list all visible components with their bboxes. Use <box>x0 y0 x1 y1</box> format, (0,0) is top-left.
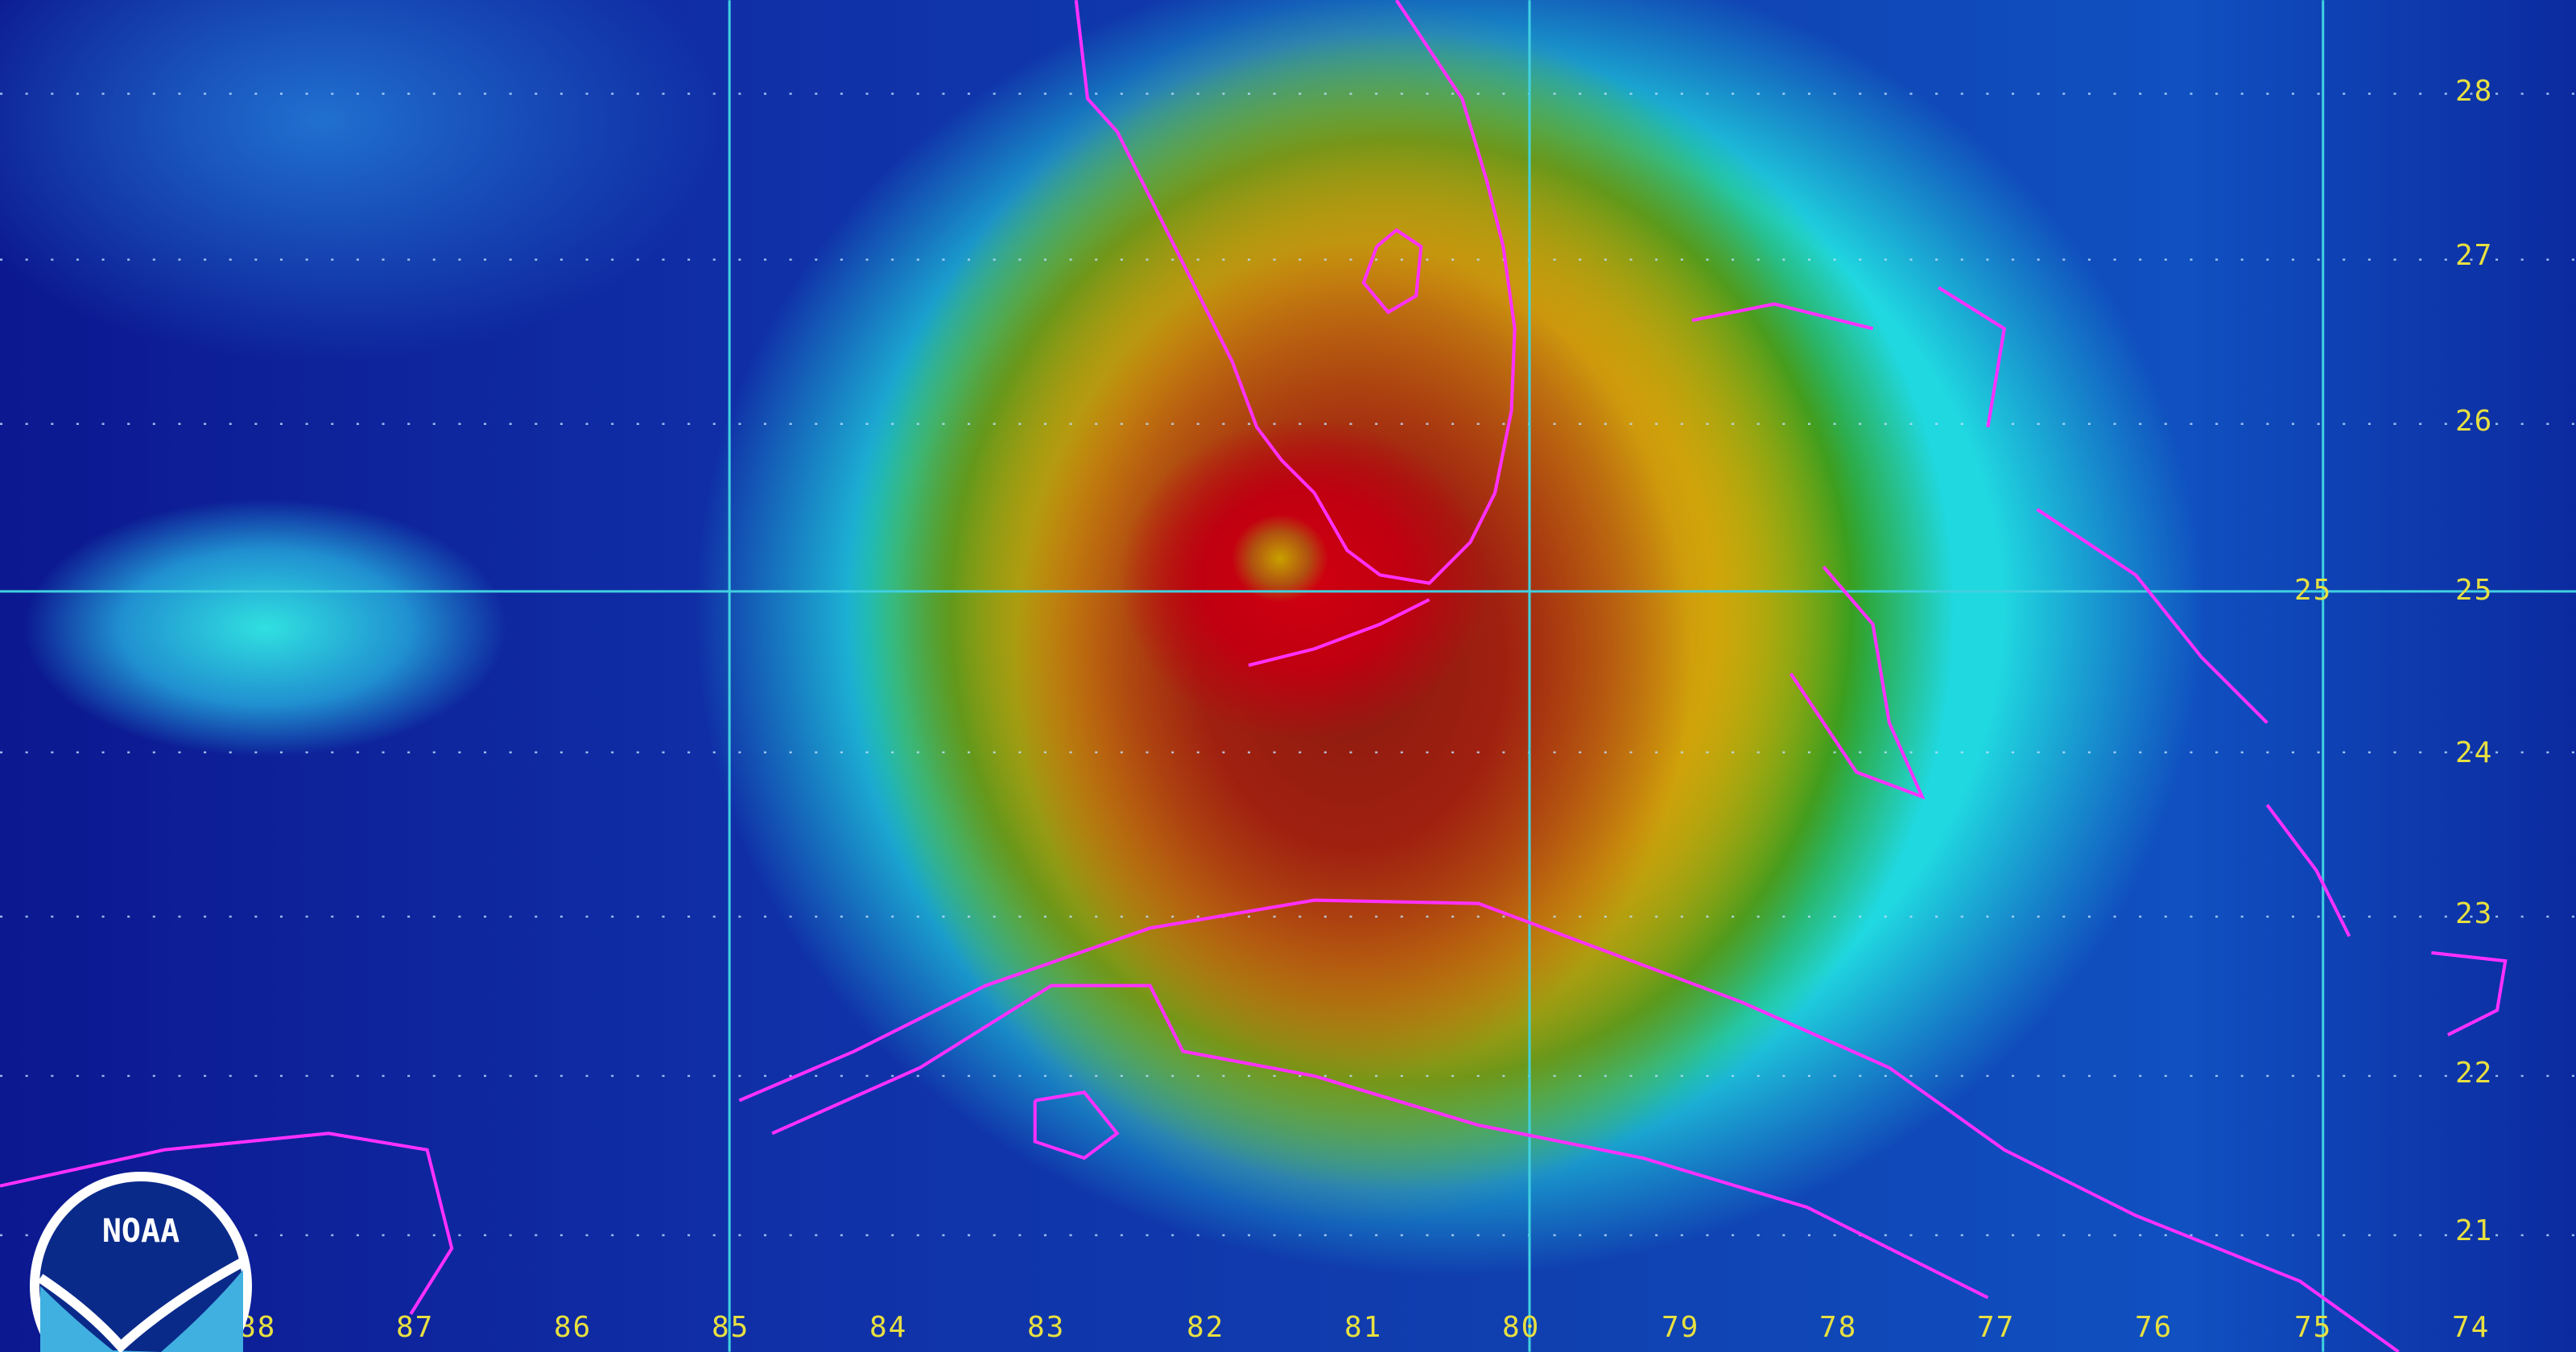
noaa-logo-text: NOAA <box>102 1213 180 1250</box>
noaa-logo: NOAA <box>24 1165 258 1352</box>
lon-label: 87 <box>396 1311 435 1344</box>
coastline-florida <box>1074 0 1517 585</box>
lon-label: 74 <box>2452 1311 2491 1344</box>
coastline-isle-of-youth <box>1033 1090 1120 1160</box>
coastline-bahamas-andros <box>1789 565 1926 800</box>
lon-label: 78 <box>1819 1311 1858 1344</box>
lon-label: 77 <box>1977 1311 2016 1344</box>
coastline-bahamas-exuma <box>2036 508 2268 724</box>
coastline-turks <box>2431 950 2508 1037</box>
coastline-lake-okeechobee <box>1361 228 1423 315</box>
lat-label: 28 <box>2455 75 2494 108</box>
lat-label-inline: 25 <box>2294 574 2333 607</box>
coastline-bahamas-grand <box>1691 302 1874 331</box>
lon-label: 85 <box>712 1311 750 1344</box>
lat-label: 24 <box>2455 736 2494 769</box>
lat-label: 21 <box>2455 1214 2494 1247</box>
lon-label: 82 <box>1187 1311 1225 1344</box>
lon-label: 81 <box>1344 1311 1383 1344</box>
coastline-bahamas-abaco <box>1938 286 2007 428</box>
lon-label: 75 <box>2294 1311 2333 1344</box>
dotted-latitude-grid <box>0 93 2576 1237</box>
coastline-florida-keys <box>1248 598 1430 667</box>
coastline-bahamas-south <box>2265 803 2351 938</box>
coastlines <box>0 0 2508 1352</box>
lat-label: 22 <box>2455 1057 2494 1090</box>
lon-label: 84 <box>869 1311 908 1344</box>
lon-label: 86 <box>554 1311 592 1344</box>
noaa-logo-emblem: NOAA <box>30 1172 252 1352</box>
lat-label: 26 <box>2455 405 2494 438</box>
lat-label: 23 <box>2455 897 2494 930</box>
lat-label: 25 <box>2455 574 2494 607</box>
lon-label: 76 <box>2135 1311 2174 1344</box>
lat-label: 27 <box>2455 239 2494 272</box>
lon-label: 80 <box>1502 1311 1541 1344</box>
lon-label: 83 <box>1027 1311 1066 1344</box>
lon-label: 79 <box>1662 1311 1700 1344</box>
coastline-cuba-south <box>771 983 1989 1300</box>
coastline-cuba <box>738 898 2400 1352</box>
coastline-yucatan <box>0 1131 454 1315</box>
